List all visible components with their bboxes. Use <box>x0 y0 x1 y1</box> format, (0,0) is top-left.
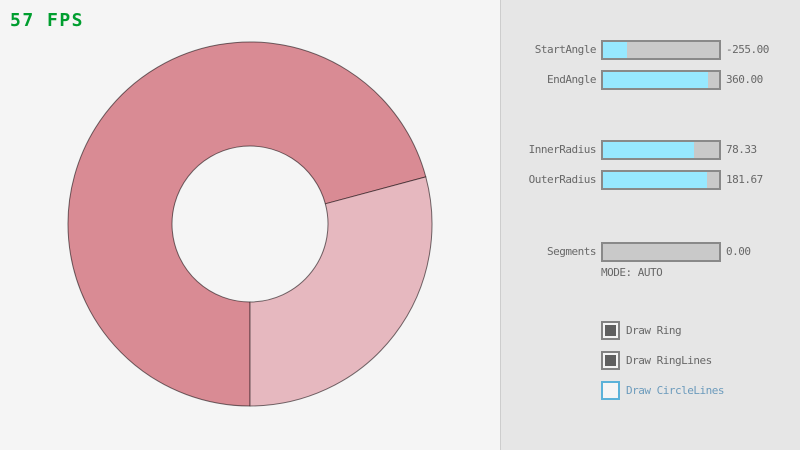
innerradius-slider[interactable] <box>601 140 721 160</box>
outerradius-slider-fill <box>603 172 708 188</box>
endangle-slider[interactable] <box>601 70 721 90</box>
startangle-label: StartAngle <box>534 43 597 56</box>
draw-circlelines-checkbox[interactable] <box>601 381 620 400</box>
segments-value: 0.00 <box>726 245 751 258</box>
startangle-row: StartAngle -255.00 <box>501 40 800 60</box>
segments-row: Segments 0.00 <box>501 242 800 262</box>
draw-circlelines-row: Draw CircleLines <box>501 381 800 400</box>
draw-ring-row: Draw Ring <box>501 321 800 340</box>
check-mark-icon <box>605 355 616 366</box>
check-mark-icon <box>605 325 616 336</box>
startangle-slider-fill <box>603 42 628 58</box>
outerradius-value: 181.67 <box>726 173 763 186</box>
innerradius-row: InnerRadius 78.33 <box>501 140 800 160</box>
outerradius-slider[interactable] <box>601 170 721 190</box>
ring-chart <box>67 41 433 407</box>
endangle-value: 360.00 <box>726 73 763 86</box>
innerradius-value: 78.33 <box>726 143 757 156</box>
ring-sector-light <box>249 176 433 407</box>
mode-status-text: MODE: AUTO <box>601 266 663 279</box>
draw-ringlines-checkbox[interactable] <box>601 351 620 370</box>
draw-ringlines-row: Draw RingLines <box>501 351 800 370</box>
draw-ring-label: Draw Ring <box>626 324 682 337</box>
innerradius-slider-fill <box>603 142 694 158</box>
draw-ringlines-label: Draw RingLines <box>626 354 712 367</box>
endangle-row: EndAngle 360.00 <box>501 70 800 90</box>
startangle-slider[interactable] <box>601 40 721 60</box>
segments-slider[interactable] <box>601 242 721 262</box>
outerradius-row: OuterRadius 181.67 <box>501 170 800 190</box>
outerradius-label: OuterRadius <box>528 173 597 186</box>
endangle-label: EndAngle <box>547 73 596 86</box>
draw-circlelines-label: Draw CircleLines <box>626 384 724 397</box>
control-panel: StartAngle -255.00 EndAngle 360.00 Inner… <box>500 0 800 450</box>
innerradius-label: InnerRadius <box>528 143 597 156</box>
draw-ring-checkbox[interactable] <box>601 321 620 340</box>
fps-counter: 57 FPS <box>10 10 85 31</box>
endangle-slider-fill <box>603 72 708 88</box>
segments-label: Segments <box>547 245 596 258</box>
ring-sector-dark <box>67 41 427 407</box>
startangle-value: -255.00 <box>726 43 769 56</box>
